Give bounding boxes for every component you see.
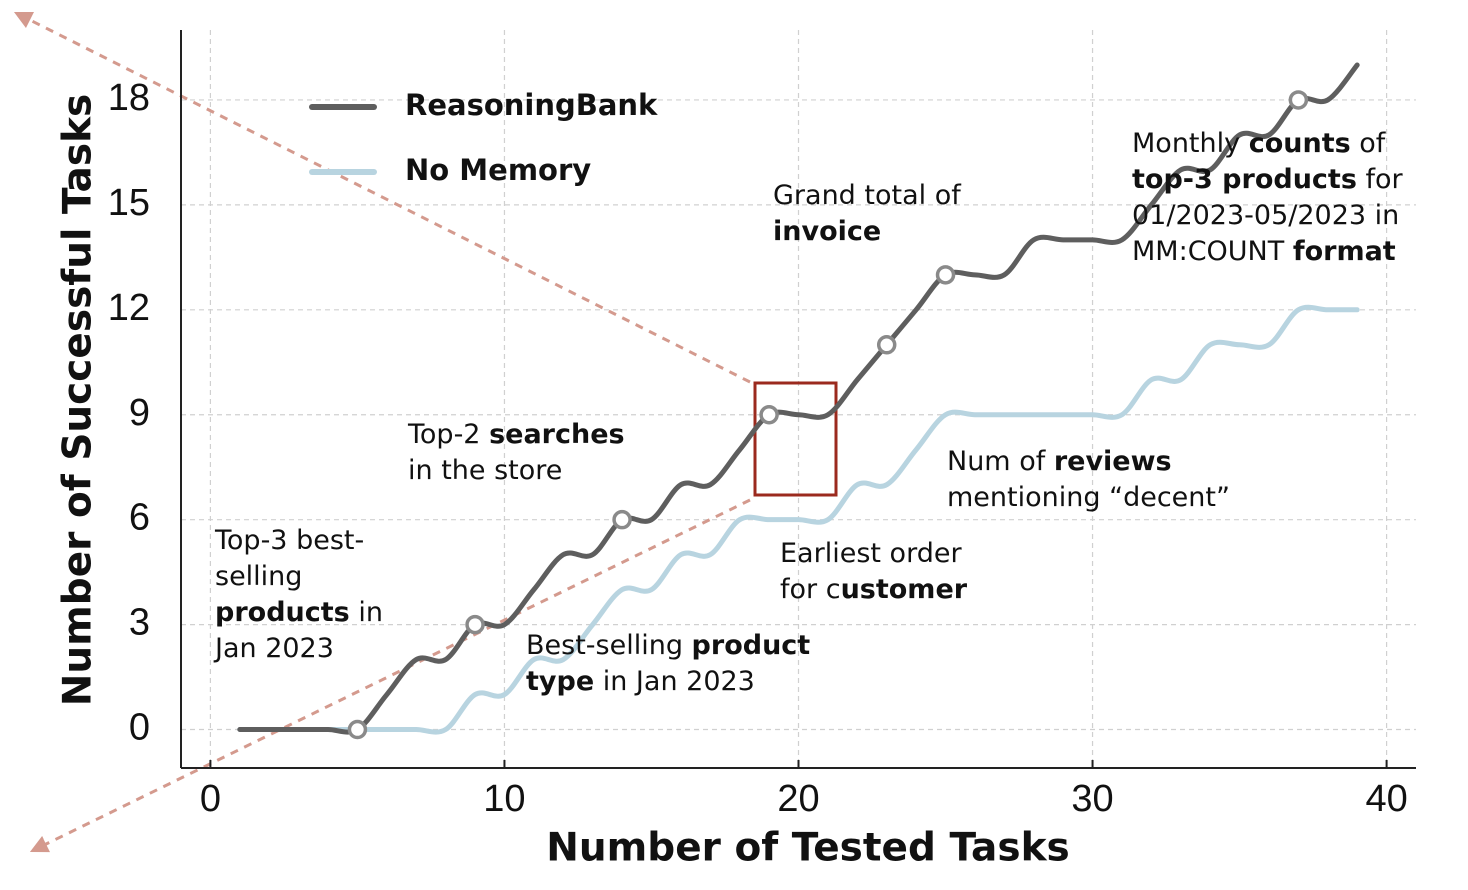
annotation: in the store [408, 455, 562, 486]
annotation: Top-2 searches [407, 419, 625, 450]
legend-label: No Memory [405, 153, 591, 187]
legend-label: ReasoningBank [405, 88, 658, 122]
point-marker [465, 614, 485, 635]
annotation: Earliest order [780, 538, 962, 569]
annotation-run: MM:COUNT [1132, 236, 1293, 267]
x-tick-label: 30 [1071, 778, 1113, 820]
annotation: Best-selling product [526, 630, 810, 661]
annotation-run: type [526, 666, 594, 697]
annotation-run: mentioning “decent” [947, 482, 1230, 513]
x-tick-label: 40 [1365, 778, 1407, 820]
annotation-run: reviews [1054, 446, 1172, 477]
y-tick-label: 3 [129, 602, 150, 644]
annotation-run: Num of [947, 446, 1054, 477]
y-tick-label: 18 [108, 77, 150, 119]
annotation-run: Best-selling [526, 630, 692, 661]
annotation-run: Grand total of [773, 180, 962, 211]
grid [181, 30, 1416, 768]
annotation: MM:COUNT format [1132, 236, 1396, 267]
annotation-run: ustomer [841, 574, 968, 605]
annotation-run: products [215, 597, 350, 628]
annotation: Jan 2023 [213, 633, 334, 664]
annotation-run: 01/2023-05/2023 in [1132, 200, 1399, 231]
annotation: selling [215, 561, 302, 592]
annotation: Top-3 best- [214, 525, 364, 556]
annotation-run: for [1357, 164, 1404, 195]
annotation: 01/2023-05/2023 in [1132, 200, 1399, 231]
y-tick-label: 12 [108, 287, 150, 329]
x-tick-label: 20 [777, 778, 819, 820]
zoom-arrow [13, 11, 751, 384]
annotation: for customer [780, 574, 968, 605]
annotation: top-3 products for [1132, 164, 1404, 195]
point-marker [612, 509, 632, 530]
annotation-run: counts [1249, 128, 1351, 159]
annotation: Monthly counts of [1132, 128, 1387, 159]
zoom-arrow [29, 498, 751, 853]
point-marker [1288, 90, 1309, 110]
series-line [237, 62, 1360, 735]
point-marker [347, 719, 368, 740]
y-axis-label: Number of Successful Tasks [56, 94, 101, 706]
annotation-run: selling [215, 561, 302, 592]
annotation-run: format [1293, 236, 1396, 267]
highlight-box [753, 381, 838, 497]
annotation-run: Top-3 best- [214, 525, 364, 556]
annotation-run: in [350, 597, 383, 628]
annotation: products in [215, 597, 383, 628]
x-tick-label: 0 [200, 778, 221, 820]
y-tick-label: 9 [129, 392, 150, 434]
annotation: type in Jan 2023 [526, 666, 755, 697]
annotation: Num of reviews [947, 446, 1172, 477]
y-tick-label: 0 [129, 707, 150, 749]
annotation-run: Jan 2023 [213, 633, 334, 664]
annotation-run: Top-2 [407, 419, 489, 450]
point-marker [759, 404, 779, 425]
annotation-run: in the store [408, 455, 562, 486]
annotation-run: product [692, 630, 811, 661]
point-marker [876, 335, 897, 355]
annotation-run: Earliest order [780, 538, 962, 569]
annotation-run: in Jan 2023 [594, 666, 755, 697]
annotation: invoice [773, 216, 881, 247]
x-axis-label: Number of Tested Tasks [546, 826, 1070, 871]
annotation-run: of [1351, 128, 1387, 159]
annotation-run: for c [780, 574, 841, 605]
y-tick-label: 15 [108, 182, 150, 224]
annotation-run: searches [489, 419, 625, 450]
y-tick-label: 6 [129, 497, 150, 539]
annotation-run: Monthly [1132, 128, 1249, 159]
series-line [237, 304, 1360, 735]
annotation-run: invoice [773, 216, 881, 247]
annotation: mentioning “decent” [947, 482, 1230, 513]
annotation-run: top-3 products [1132, 164, 1357, 195]
point-marker [935, 265, 956, 285]
x-tick-label: 10 [483, 778, 525, 820]
annotation: Grand total of [773, 180, 962, 211]
